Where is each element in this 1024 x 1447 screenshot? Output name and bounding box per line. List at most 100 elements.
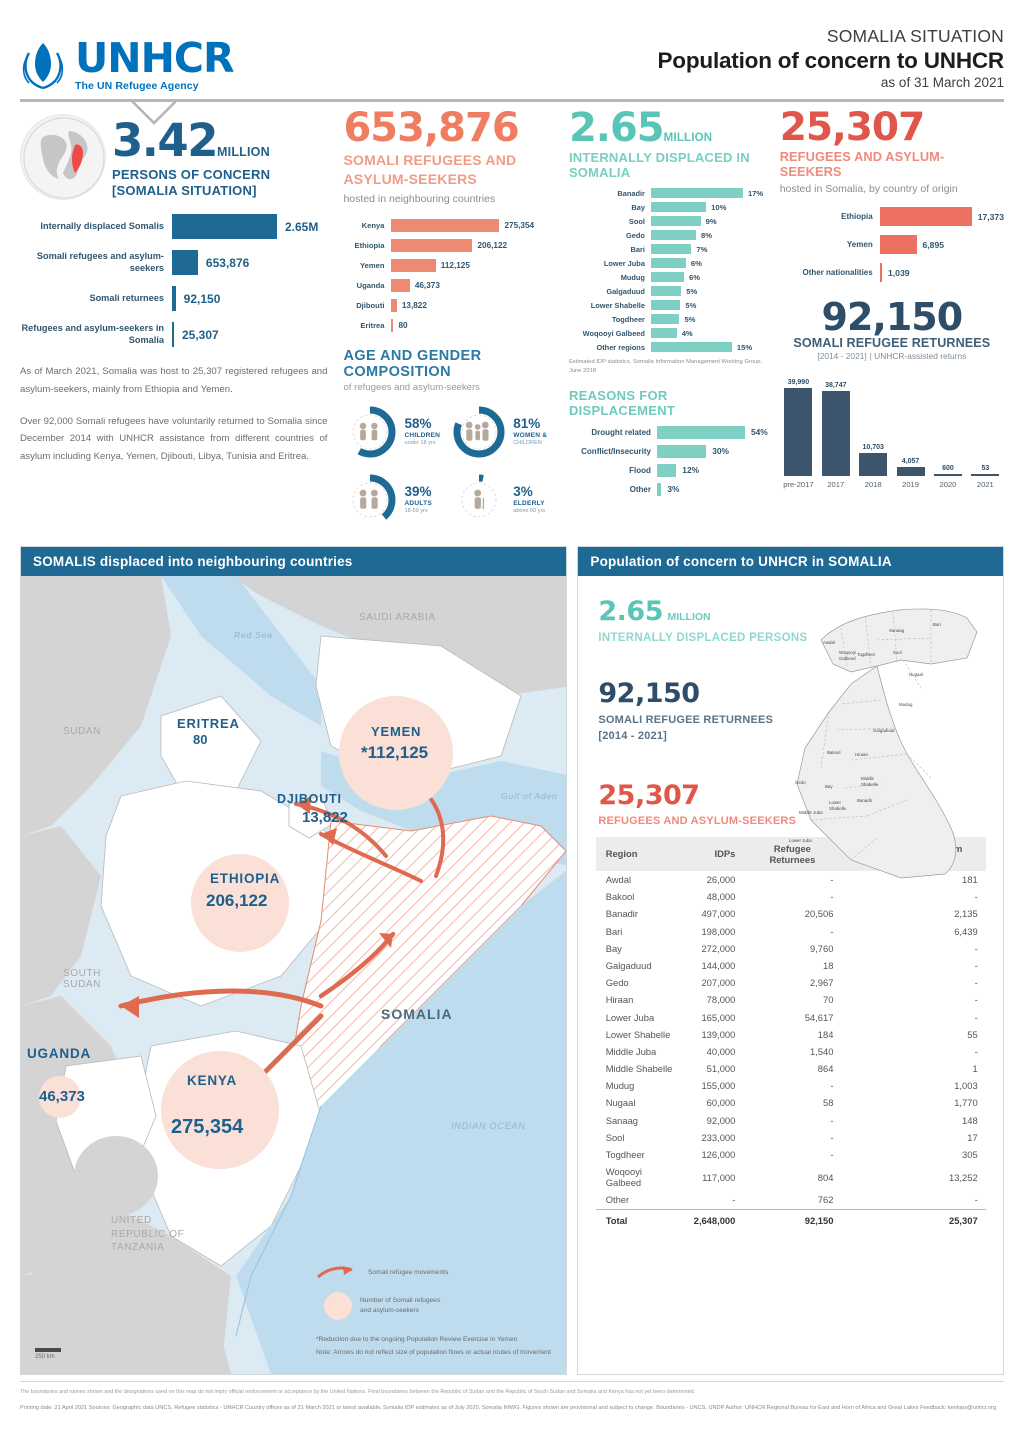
footer-divider [20, 1381, 1004, 1383]
table-cell: 2,967 [809, 977, 834, 989]
hosted-bar [879, 235, 917, 255]
table-row: Bari 198,000 - 6,439 [596, 923, 986, 940]
age-gender-sub: of refugees and asylum-seekers [343, 382, 480, 394]
svg-text:Middle Juba: Middle Juba [799, 810, 823, 815]
idp-row: Bay 10% [569, 202, 772, 213]
poc-row: Internally displaced Somalis 2.65M [20, 214, 333, 240]
idp-value: 6% [690, 258, 702, 268]
refugees-abroad-column: 653,876 SOMALI REFUGEES AND ASYLUM-SEEKE… [343, 108, 568, 538]
table-cell: 2,135 [954, 908, 978, 920]
right-idp-value: 2.65 [598, 596, 663, 628]
hosted-label: REFUGEES AND ASYLUM-SEEKERS [779, 149, 945, 180]
map-label-djibouti: DJIBOUTI [277, 792, 342, 807]
map-label-eritrea: ERITREA [177, 716, 240, 732]
abroad-bar [391, 219, 500, 233]
idp-row: Galgaduud 5% [569, 286, 772, 297]
abroad-bar [391, 299, 397, 313]
age-gender-pct: 81% [513, 415, 541, 431]
bubble-legend-icon [324, 1292, 352, 1321]
age-gender-sublabel: under 18 yrs [404, 440, 436, 447]
somalia-map-and-table[interactable]: 2.65 MILLION INTERNALLY DISPLACED PERSON… [578, 576, 1003, 1375]
age-gender-label: ELDERLY [513, 500, 545, 508]
svg-text:Lower Juba: Lower Juba [789, 838, 812, 843]
table-row: Other - 762 - [596, 1191, 986, 1209]
table-cell: 48,000 [706, 891, 736, 903]
poc-label: Internally displaced Somalis [40, 221, 164, 231]
table-cell: 40,000 [706, 1045, 736, 1057]
th-region: Region [595, 836, 686, 871]
idp-label: INTERNALLY DISPLACED IN SOMALIA [568, 150, 750, 181]
abroad-label: Eritrea [360, 321, 385, 331]
abroad-value: 206,122 [477, 241, 508, 251]
globe-icon [20, 114, 106, 201]
returnees-column: 10,703 2018 [854, 374, 891, 489]
idp-row: Lower Juba 6% [569, 258, 772, 269]
returnees-column: 600 2020 [929, 374, 966, 489]
svg-text:Middle: Middle [861, 776, 874, 781]
idp-value: 15% [736, 342, 753, 352]
hosted-and-returnees-column: 25,307 REFUGEES AND ASYLUM-SEEKERS hoste… [780, 108, 1004, 538]
returnees-column-bar [896, 467, 925, 477]
reason-label: Flood [629, 465, 651, 475]
abroad-value: 112,125 [440, 261, 470, 271]
reason-bar [656, 463, 677, 477]
idp-bar [650, 286, 682, 297]
poc-bar [172, 214, 277, 240]
idp-row: Woqooyi Galbeed 4% [569, 328, 772, 339]
abroad-value: 46,373 [414, 281, 440, 291]
map-label-tanzania: UNITED REPUBLIC OF TANZANIA [111, 1215, 185, 1254]
hosted-label: Yemen [846, 240, 873, 250]
table-cell: - [830, 1131, 834, 1143]
returnees-column: 38,747 2017 [817, 374, 854, 489]
hosted-row: Yemen 6,895 [780, 235, 1004, 255]
table-cell: Awdal [605, 874, 632, 886]
svg-text:Bari: Bari [933, 622, 941, 627]
idp-bar-chart: Banadir 17% Bay 10% Sool 9% Gedo 8% Bari 7% Lower … [569, 188, 772, 353]
regional-map[interactable]: ERITREA 80 YEMEN *112,125 DJIBOUTI 13,82… [21, 576, 567, 1375]
poc-bar [172, 250, 198, 276]
idp-column: 2.65MILLION INTERNALLY DISPLACED IN SOMA… [569, 108, 780, 538]
table-cell: - [974, 1194, 978, 1206]
abroad-value: 275,354 [504, 221, 535, 231]
table-total-cell: 2,648,000 [685, 1208, 744, 1229]
returnees-column-year: pre-2017 [783, 480, 814, 490]
right-idp-unit: MILLION [667, 611, 711, 624]
table-cell: 9,760 [809, 942, 834, 954]
table-row: Lower Juba 165,000 54,617 - [596, 1008, 986, 1025]
poc-label-2: [SOMALIA SITUATION] [112, 182, 257, 198]
table-cell: 78,000 [706, 994, 736, 1006]
bubble-kenya [161, 1051, 279, 1170]
elderly-person-icon [452, 473, 506, 527]
table-cell: 762 [817, 1194, 834, 1206]
idp-value: 10% [711, 202, 727, 212]
table-cell: Middle Juba [605, 1045, 657, 1057]
idp-row: Other regions 15% [569, 342, 772, 353]
idp-row: Lower Shabelle 5% [569, 300, 772, 311]
map-value-kenya: 275,354 [171, 1116, 244, 1139]
poc-value: 653,876 [205, 255, 250, 270]
table-cell: 6,439 [954, 925, 978, 937]
unhcr-emblem-icon [20, 37, 66, 91]
svg-text:Hiraan: Hiraan [855, 752, 868, 757]
idp-bar [650, 230, 697, 241]
table-cell: 1,003 [954, 1080, 978, 1092]
table-row: Sanaag 92,000 - 148 [596, 1112, 986, 1129]
abroad-label: Ethiopia [354, 241, 385, 251]
idp-row: Banadir 17% [569, 188, 772, 199]
idp-label: Bay [631, 202, 645, 212]
hosted-value: 1,039 [888, 267, 910, 278]
bubble-yemen [339, 696, 453, 811]
header-title-block: SOMALIA SITUATION Population of concern … [658, 26, 1005, 91]
abroad-bar [391, 239, 473, 253]
table-cell: Nugaal [605, 1097, 636, 1109]
table-cell: 54,617 [804, 1011, 834, 1023]
map-label-uganda: UGANDA [27, 1046, 92, 1062]
table-cell: Bari [605, 925, 623, 937]
table-cell: Gedo [605, 977, 629, 989]
table-cell: 60,000 [706, 1097, 736, 1109]
poc-bar [172, 322, 174, 348]
poc-value: 92,150 [183, 291, 221, 306]
th-returnees: Refugee Returnees [743, 836, 842, 871]
